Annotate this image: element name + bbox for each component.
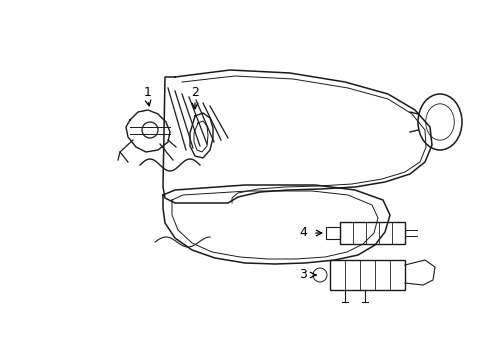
Bar xyxy=(329,260,404,290)
Text: 1: 1 xyxy=(144,85,152,99)
Text: 2: 2 xyxy=(191,85,199,99)
Bar xyxy=(325,227,339,239)
Bar xyxy=(339,222,404,244)
Text: 3: 3 xyxy=(299,269,306,282)
Text: 4: 4 xyxy=(299,226,306,239)
